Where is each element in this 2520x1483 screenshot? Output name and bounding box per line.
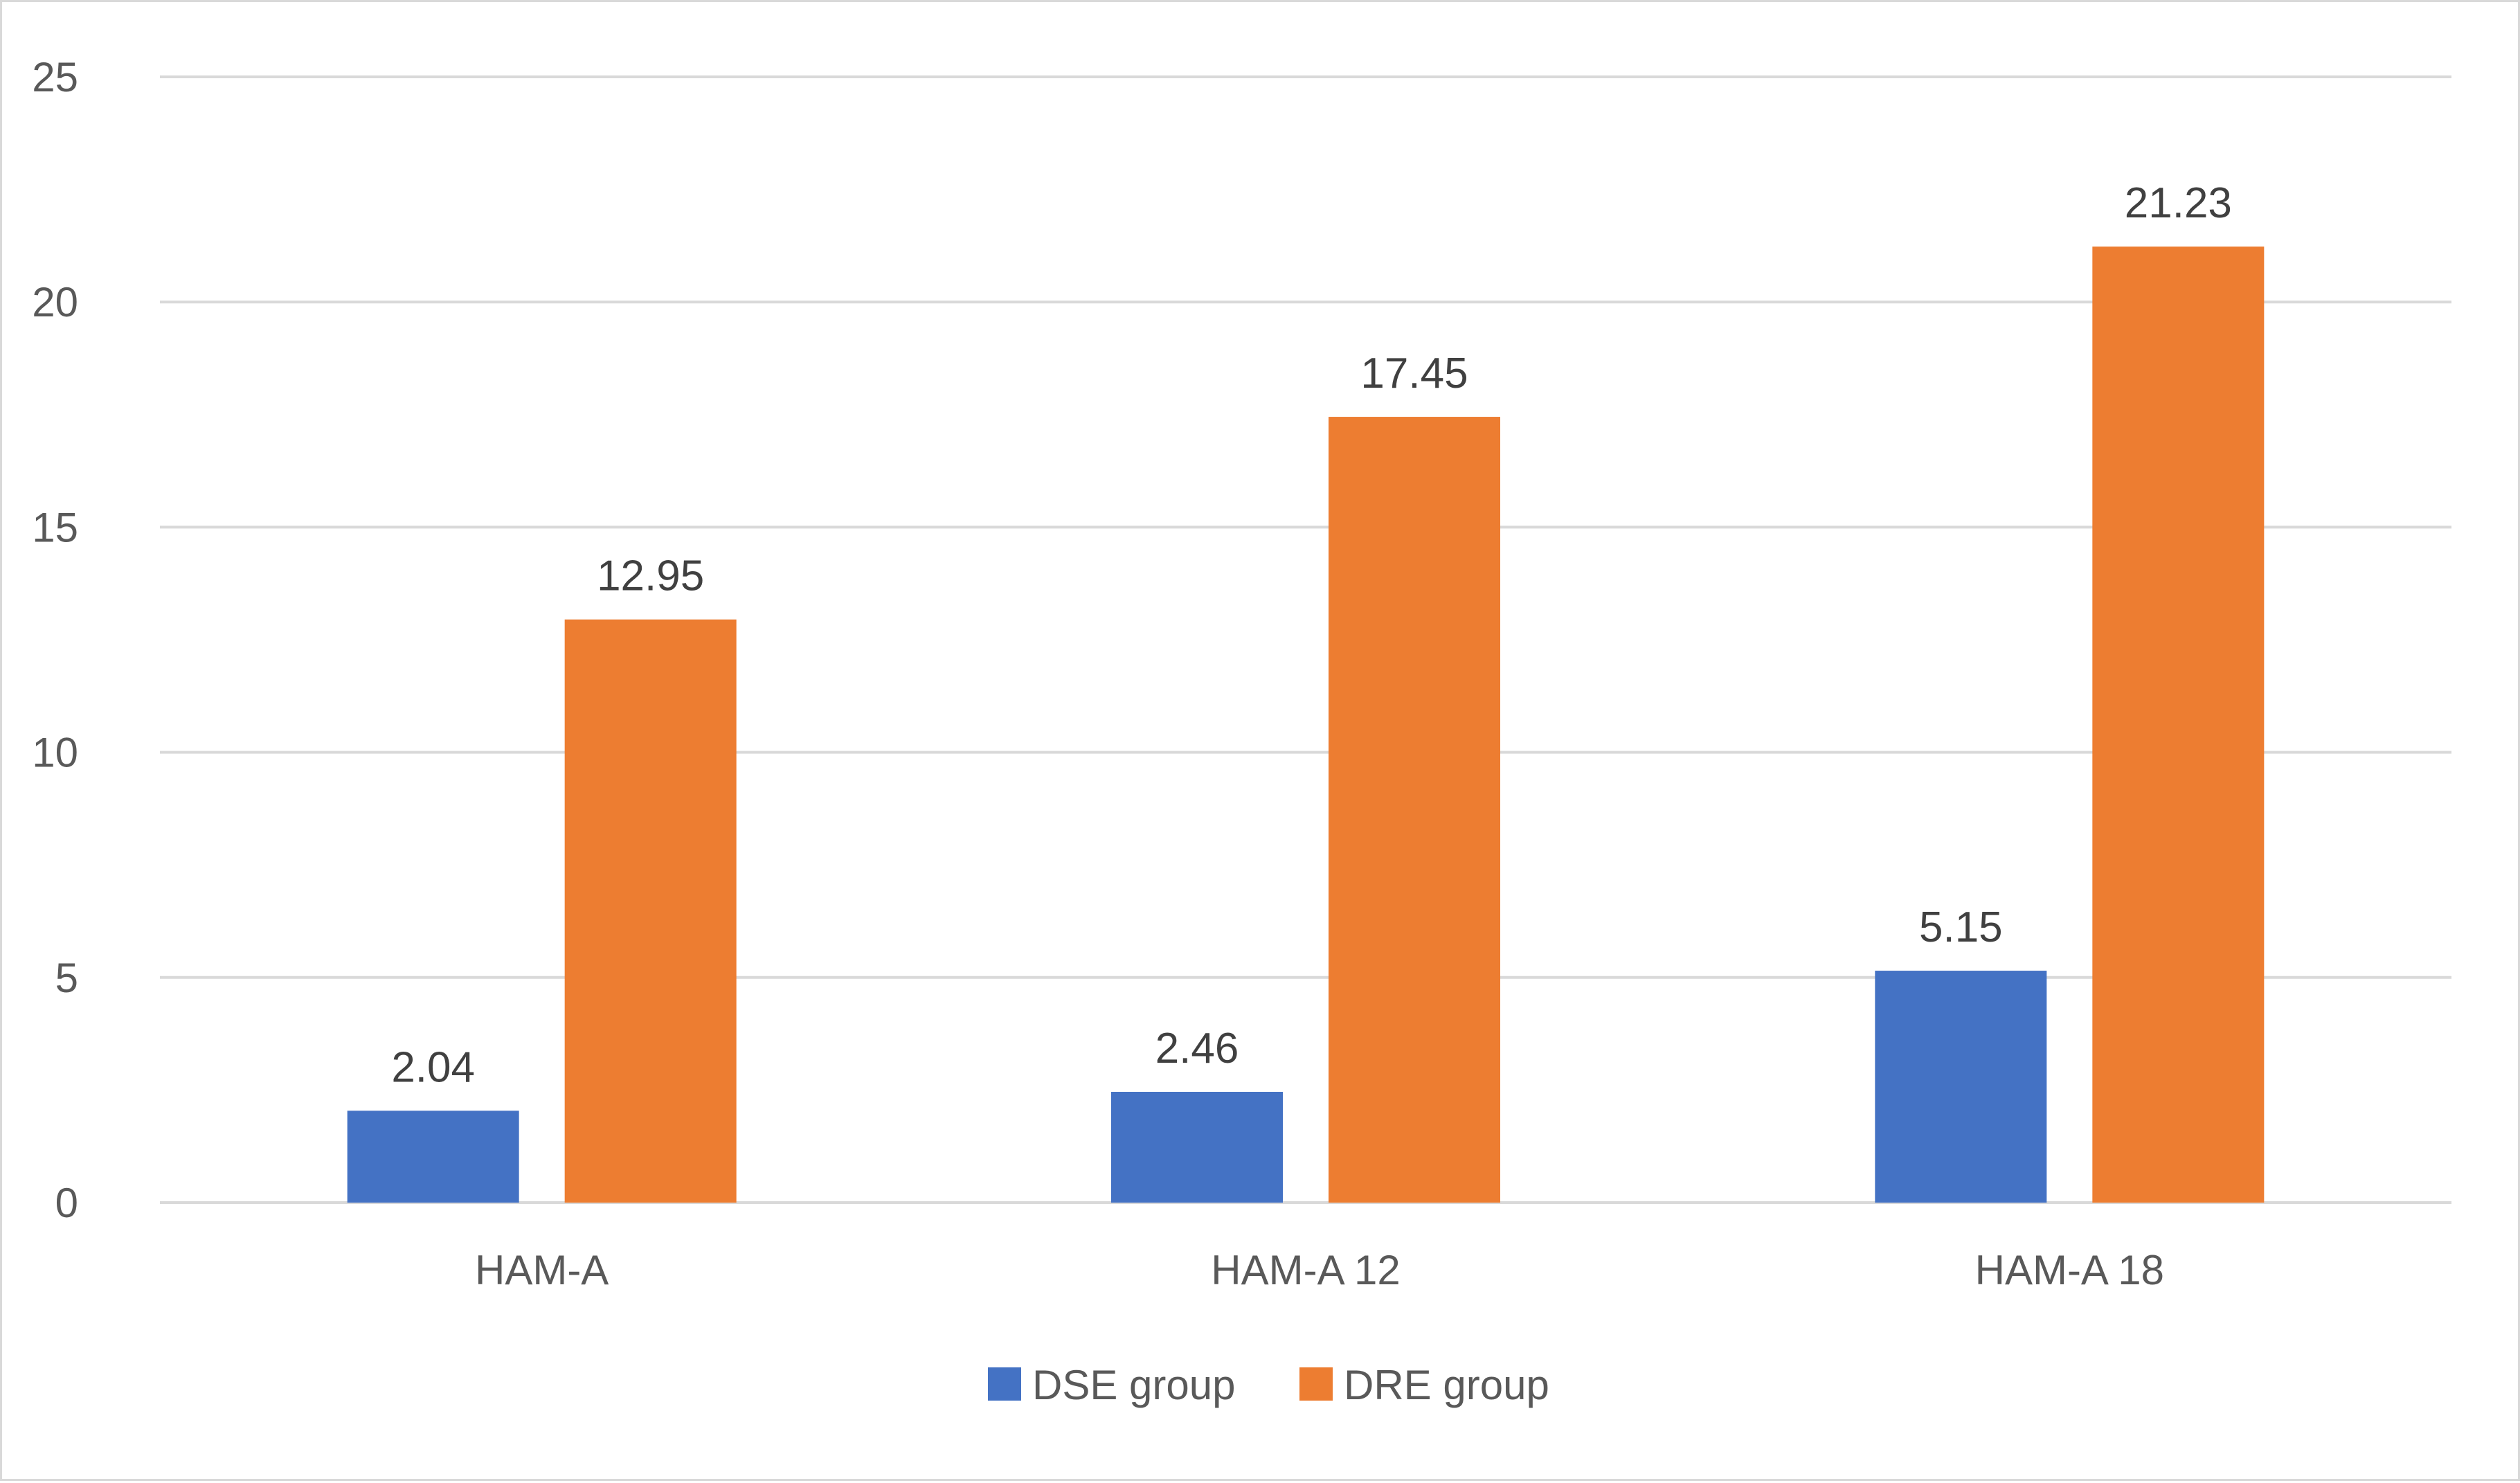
legend-label: DRE group — [1344, 1362, 1549, 1408]
x-axis-category-labels: HAM-A HAM-A 12 HAM-A 18 — [475, 1247, 2164, 1293]
data-label: 12.95 — [597, 552, 704, 600]
data-label: 21.23 — [2125, 179, 2232, 227]
bar-dre-group-ham-a — [564, 619, 737, 1203]
x-tick-label-ham-a-18: HAM-A 18 — [1975, 1247, 2164, 1293]
data-label: 2.46 — [1155, 1025, 1239, 1072]
bar-dse-group-ham-a-18 — [1875, 971, 2047, 1203]
legend-swatch — [988, 1367, 1021, 1401]
gridlines — [160, 75, 2451, 1204]
y-tick-label-0: 0 — [55, 1180, 78, 1226]
data-labels: 2.04 12.95 2.46 17.45 5.15 21.23 — [391, 179, 2232, 1091]
legend-item-dse-group: DSE group — [988, 1362, 1236, 1408]
x-tick-label-ham-a-12: HAM-A 12 — [1211, 1247, 1400, 1293]
bar-dre-group-ham-a-12 — [1329, 417, 1500, 1203]
y-tick-label-10: 10 — [32, 730, 78, 776]
y-tick-label-20: 20 — [32, 279, 78, 325]
bar-dre-group-ham-a-18 — [2092, 246, 2265, 1203]
y-tick-label-25: 25 — [32, 54, 78, 100]
bar-dse-group-ham-a — [347, 1111, 519, 1203]
y-tick-label-15: 15 — [32, 504, 78, 550]
legend-label: DSE group — [1032, 1362, 1236, 1408]
legend: DSE group DRE group — [988, 1362, 1549, 1408]
y-axis-tick-labels: 0 5 10 15 20 25 — [32, 54, 78, 1226]
legend-swatch — [1299, 1367, 1333, 1401]
bars — [347, 246, 2265, 1203]
data-label: 5.15 — [1919, 904, 2003, 951]
x-tick-label-ham-a: HAM-A — [475, 1247, 609, 1293]
bar-dse-group-ham-a-12 — [1111, 1092, 1283, 1203]
data-label: 2.04 — [391, 1043, 475, 1091]
data-label: 17.45 — [1360, 350, 1468, 397]
legend-item-dre-group: DRE group — [1299, 1362, 1549, 1408]
y-tick-label-5: 5 — [55, 955, 78, 1001]
